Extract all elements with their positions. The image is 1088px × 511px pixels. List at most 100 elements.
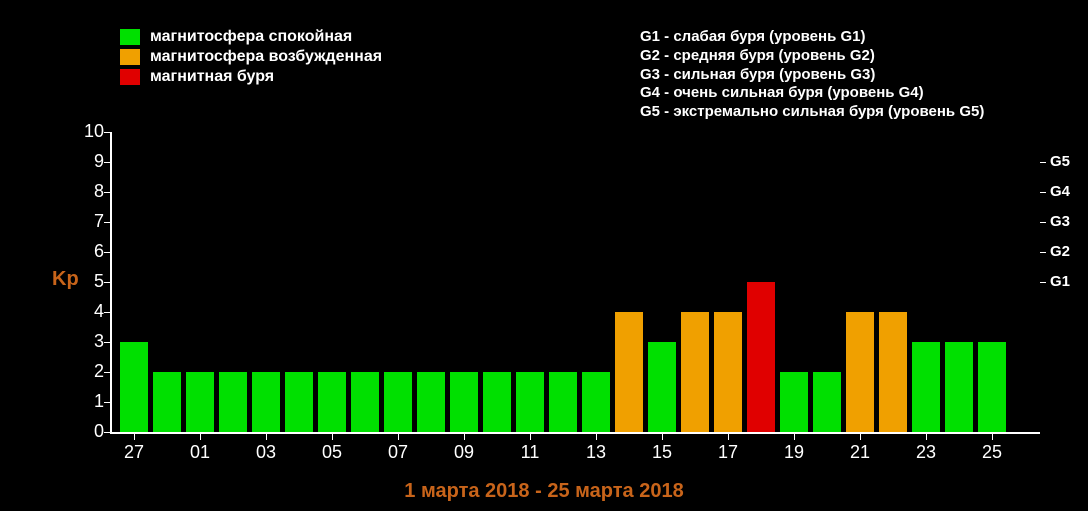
- x-tick: [530, 434, 531, 440]
- gscale-label: G2: [1050, 243, 1070, 260]
- y-tick-label: 1: [76, 391, 104, 412]
- gscale-tick: [1040, 162, 1046, 163]
- gscale-label: G3: [1050, 213, 1070, 230]
- gscale-label: G5: [1050, 153, 1070, 170]
- x-tick: [926, 434, 927, 440]
- y-tick: [104, 222, 110, 223]
- y-tick-label: 7: [76, 211, 104, 232]
- y-tick: [104, 162, 110, 163]
- bar: [186, 372, 214, 432]
- bar: [945, 342, 973, 432]
- bar: [846, 312, 874, 432]
- bar: [450, 372, 478, 432]
- x-tick-label: 13: [576, 442, 616, 463]
- x-tick-label: 07: [378, 442, 418, 463]
- bar: [351, 372, 379, 432]
- bar: [417, 372, 445, 432]
- x-tick-label: 17: [708, 442, 748, 463]
- bar: [384, 372, 412, 432]
- x-tick: [398, 434, 399, 440]
- x-tick-label: 09: [444, 442, 484, 463]
- bar: [582, 372, 610, 432]
- chart-container: магнитосфера спокойная магнитосфера возб…: [0, 0, 1088, 511]
- y-tick: [104, 432, 110, 433]
- legend-swatch: [120, 49, 140, 65]
- bar: [252, 372, 280, 432]
- x-tick: [596, 434, 597, 440]
- bar: [483, 372, 511, 432]
- x-tick-label: 03: [246, 442, 286, 463]
- y-tick-label: 3: [76, 331, 104, 352]
- legend-item: магнитосфера возбужденная: [120, 48, 382, 66]
- bar: [516, 372, 544, 432]
- y-tick-label: 10: [76, 121, 104, 142]
- gscale-line: G4 - очень сильная буря (уровень G4): [640, 84, 984, 103]
- bar: [978, 342, 1006, 432]
- gscale-tick: [1040, 282, 1046, 283]
- legend-label: магнитная буря: [150, 68, 274, 86]
- y-tick-label: 4: [76, 301, 104, 322]
- x-tick: [992, 434, 993, 440]
- y-tick: [104, 132, 110, 133]
- legend-item: магнитосфера спокойная: [120, 28, 382, 46]
- bar: [615, 312, 643, 432]
- bar: [648, 342, 676, 432]
- y-axis: [110, 132, 112, 432]
- legend: магнитосфера спокойная магнитосфера возб…: [120, 28, 382, 88]
- gscale-line: G3 - сильная буря (уровень G3): [640, 66, 984, 85]
- legend-swatch: [120, 69, 140, 85]
- bar: [318, 372, 346, 432]
- bar-chart: 012345678910G1G2G3G4G5270103050709111315…: [110, 132, 1040, 432]
- x-tick: [860, 434, 861, 440]
- bar: [747, 282, 775, 432]
- y-tick-label: 5: [76, 271, 104, 292]
- legend-swatch: [120, 29, 140, 45]
- x-tick: [134, 434, 135, 440]
- gscale-tick: [1040, 192, 1046, 193]
- gscale-tick: [1040, 252, 1046, 253]
- bar: [780, 372, 808, 432]
- x-tick-label: 15: [642, 442, 682, 463]
- bar: [879, 312, 907, 432]
- x-tick-label: 05: [312, 442, 352, 463]
- x-tick: [794, 434, 795, 440]
- y-tick: [104, 192, 110, 193]
- bar: [681, 312, 709, 432]
- x-tick-label: 25: [972, 442, 1012, 463]
- bar: [219, 372, 247, 432]
- legend-label: магнитосфера возбужденная: [150, 48, 382, 66]
- bar: [120, 342, 148, 432]
- gscale-line: G2 - средняя буря (уровень G2): [640, 47, 984, 66]
- x-tick-label: 23: [906, 442, 946, 463]
- x-tick-label: 11: [510, 442, 550, 463]
- bar: [714, 312, 742, 432]
- x-tick: [728, 434, 729, 440]
- y-tick-label: 6: [76, 241, 104, 262]
- x-tick: [464, 434, 465, 440]
- x-tick-label: 19: [774, 442, 814, 463]
- gscale-line: G5 - экстремально сильная буря (уровень …: [640, 103, 984, 122]
- y-tick: [104, 372, 110, 373]
- y-tick: [104, 282, 110, 283]
- gscale-description: G1 - слабая буря (уровень G1) G2 - средн…: [640, 28, 984, 122]
- x-tick: [662, 434, 663, 440]
- y-tick-label: 9: [76, 151, 104, 172]
- y-tick-label: 0: [76, 421, 104, 442]
- x-tick: [200, 434, 201, 440]
- x-tick: [266, 434, 267, 440]
- y-tick-label: 2: [76, 361, 104, 382]
- y-tick: [104, 252, 110, 253]
- x-tick: [332, 434, 333, 440]
- gscale-label: G1: [1050, 273, 1070, 290]
- gscale-tick: [1040, 222, 1046, 223]
- gscale-label: G4: [1050, 183, 1070, 200]
- y-tick: [104, 312, 110, 313]
- x-tick-label: 27: [114, 442, 154, 463]
- y-tick: [104, 402, 110, 403]
- bar: [153, 372, 181, 432]
- legend-item: магнитная буря: [120, 68, 382, 86]
- legend-label: магнитосфера спокойная: [150, 28, 352, 46]
- bar: [285, 372, 313, 432]
- y-tick-label: 8: [76, 181, 104, 202]
- y-tick: [104, 342, 110, 343]
